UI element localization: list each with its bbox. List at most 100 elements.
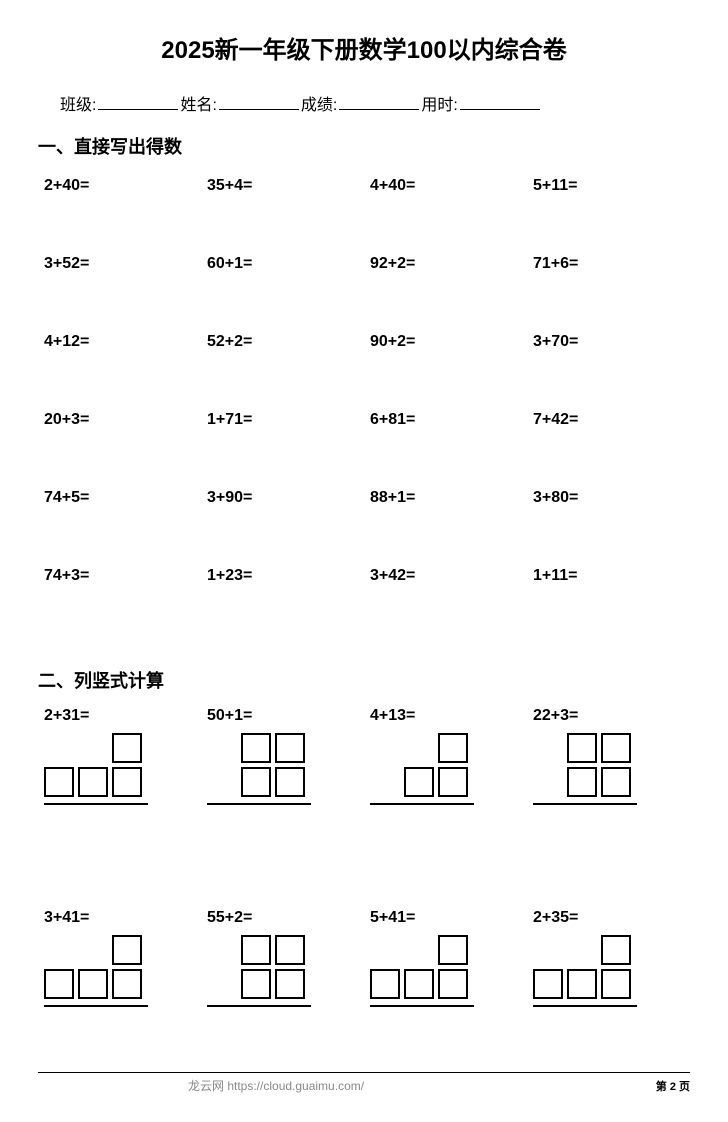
problem-cell: 1+11= (527, 559, 690, 637)
problem-cell: 88+1= (364, 481, 527, 559)
problem-cell: 3+90= (201, 481, 364, 559)
addend-box (207, 935, 237, 965)
problem-cell: 20+3= (38, 403, 201, 481)
addend-box (601, 733, 631, 763)
footer-rule (38, 1072, 690, 1073)
sum-line (533, 803, 637, 805)
problem-cell: 52+2= (201, 325, 364, 403)
addend-box (44, 969, 74, 999)
addend-box (78, 969, 108, 999)
vertical-cell: 22+3= (527, 703, 690, 905)
addend-box (567, 733, 597, 763)
vertical-expression: 2+35= (533, 909, 690, 927)
addend-box (533, 969, 563, 999)
box-diagram (207, 733, 317, 805)
addend-box (275, 733, 305, 763)
box-diagram (370, 935, 480, 1007)
problem-cell: 3+70= (527, 325, 690, 403)
problem-cell: 2+40= (38, 169, 201, 247)
addend-box (438, 767, 468, 797)
class-label: 班级: (60, 91, 96, 115)
addend-box (370, 767, 400, 797)
sum-line (44, 1005, 148, 1007)
addend-box (533, 935, 563, 965)
section2-grid: 2+31= 50+1= 4+13= 22+3= 3+41= 55+2= 5+41= 2+35= (38, 703, 690, 1107)
time-blank (460, 94, 540, 110)
addend-box (567, 935, 597, 965)
box-diagram (44, 935, 154, 1007)
addend-box (601, 969, 631, 999)
box-diagram (533, 733, 643, 805)
addend-box (78, 767, 108, 797)
addend-box (44, 935, 74, 965)
addend-box (241, 935, 271, 965)
score-blank (339, 94, 419, 110)
addend-box (601, 767, 631, 797)
sum-line (370, 1005, 474, 1007)
vertical-expression: 2+31= (44, 707, 201, 725)
problem-cell: 3+80= (527, 481, 690, 559)
problem-cell: 92+2= (364, 247, 527, 325)
problem-cell: 3+42= (364, 559, 527, 637)
vertical-expression: 50+1= (207, 707, 364, 725)
addend-box (241, 767, 271, 797)
problem-cell: 4+40= (364, 169, 527, 247)
problem-cell: 1+71= (201, 403, 364, 481)
name-blank (219, 94, 299, 110)
addend-box (112, 733, 142, 763)
addend-box (533, 733, 563, 763)
vertical-expression: 55+2= (207, 909, 364, 927)
addend-box (601, 935, 631, 965)
addend-box (112, 767, 142, 797)
addend-box (404, 935, 434, 965)
vertical-cell: 50+1= (201, 703, 364, 905)
problem-cell: 60+1= (201, 247, 364, 325)
class-blank (98, 94, 178, 110)
page-title: 2025新一年级下册数学100以内综合卷 (38, 30, 690, 65)
problem-cell: 71+6= (527, 247, 690, 325)
addend-box (44, 733, 74, 763)
score-label: 成绩: (301, 91, 337, 115)
box-diagram (533, 935, 643, 1007)
addend-box (438, 969, 468, 999)
section2-header: 二、列竖式计算 (38, 667, 690, 693)
addend-box (78, 733, 108, 763)
info-row: 班级: 姓名: 成绩: 用时: (38, 91, 690, 115)
addend-box (207, 969, 237, 999)
problem-cell: 5+11= (527, 169, 690, 247)
addend-box (533, 767, 563, 797)
addend-box (567, 969, 597, 999)
sum-line (207, 1005, 311, 1007)
addend-box (112, 935, 142, 965)
name-label: 姓名: (180, 91, 216, 115)
vertical-expression: 22+3= (533, 707, 690, 725)
sum-line (44, 803, 148, 805)
addend-box (44, 767, 74, 797)
sum-line (533, 1005, 637, 1007)
section1-header: 一、直接写出得数 (38, 133, 690, 159)
problem-cell: 4+12= (38, 325, 201, 403)
section1-grid: 2+40=35+4=4+40=5+11=3+52=60+1=92+2=71+6=… (38, 169, 690, 637)
addend-box (275, 767, 305, 797)
addend-box (438, 733, 468, 763)
vertical-cell: 2+31= (38, 703, 201, 905)
sum-line (370, 803, 474, 805)
addend-box (112, 969, 142, 999)
problem-cell: 1+23= (201, 559, 364, 637)
problem-cell: 74+3= (38, 559, 201, 637)
problem-cell: 90+2= (364, 325, 527, 403)
addend-box (78, 935, 108, 965)
page-number: 第 2 页 (656, 1078, 690, 1094)
box-diagram (207, 935, 317, 1007)
footer: 龙云网 https://cloud.guaimu.com/ 第 2 页 (38, 1072, 690, 1094)
addend-box (207, 733, 237, 763)
vertical-expression: 4+13= (370, 707, 527, 725)
vertical-expression: 5+41= (370, 909, 527, 927)
addend-box (567, 767, 597, 797)
sum-line (207, 803, 311, 805)
problem-cell: 74+5= (38, 481, 201, 559)
problem-cell: 6+81= (364, 403, 527, 481)
addend-box (370, 935, 400, 965)
vertical-expression: 3+41= (44, 909, 201, 927)
addend-box (438, 935, 468, 965)
